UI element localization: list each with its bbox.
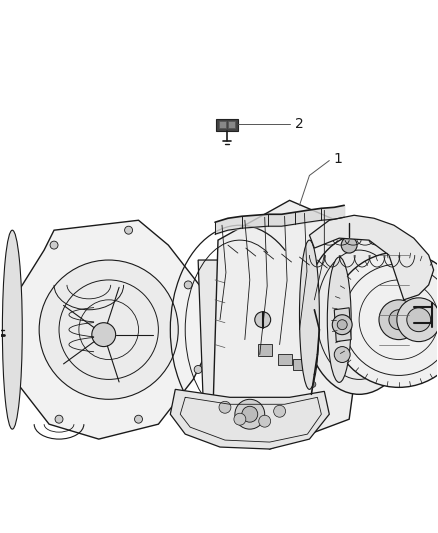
Polygon shape — [4, 220, 213, 439]
Circle shape — [259, 415, 271, 427]
Circle shape — [235, 399, 265, 429]
Polygon shape — [293, 359, 307, 370]
Circle shape — [315, 339, 321, 345]
Text: 1: 1 — [333, 151, 342, 166]
Ellipse shape — [2, 230, 22, 429]
Text: 2: 2 — [294, 117, 303, 131]
Circle shape — [331, 252, 438, 387]
Polygon shape — [258, 344, 272, 356]
Polygon shape — [309, 215, 434, 300]
Circle shape — [5, 366, 13, 374]
Polygon shape — [216, 119, 238, 131]
Polygon shape — [278, 353, 292, 366]
Circle shape — [310, 382, 316, 387]
Circle shape — [274, 405, 286, 417]
Ellipse shape — [304, 235, 414, 394]
Circle shape — [313, 361, 319, 367]
Circle shape — [124, 226, 133, 234]
Circle shape — [334, 346, 350, 362]
Circle shape — [234, 413, 246, 425]
Circle shape — [314, 317, 320, 322]
Circle shape — [50, 241, 58, 249]
Circle shape — [397, 298, 438, 342]
Circle shape — [255, 312, 271, 328]
Circle shape — [379, 300, 419, 340]
Circle shape — [194, 366, 202, 374]
Circle shape — [55, 415, 63, 423]
Circle shape — [242, 406, 258, 422]
Circle shape — [337, 320, 347, 330]
Polygon shape — [198, 260, 233, 399]
Circle shape — [92, 322, 116, 346]
Polygon shape — [170, 389, 329, 449]
Polygon shape — [228, 121, 235, 128]
Polygon shape — [334, 308, 351, 342]
Ellipse shape — [327, 257, 351, 382]
Circle shape — [219, 401, 231, 413]
Circle shape — [332, 315, 352, 335]
Circle shape — [341, 237, 357, 253]
Circle shape — [407, 308, 431, 332]
Polygon shape — [219, 121, 226, 128]
Polygon shape — [213, 200, 364, 449]
Circle shape — [8, 291, 16, 299]
Circle shape — [389, 310, 409, 330]
Circle shape — [39, 260, 178, 399]
Circle shape — [184, 281, 192, 289]
Circle shape — [134, 415, 142, 423]
Ellipse shape — [300, 240, 319, 389]
